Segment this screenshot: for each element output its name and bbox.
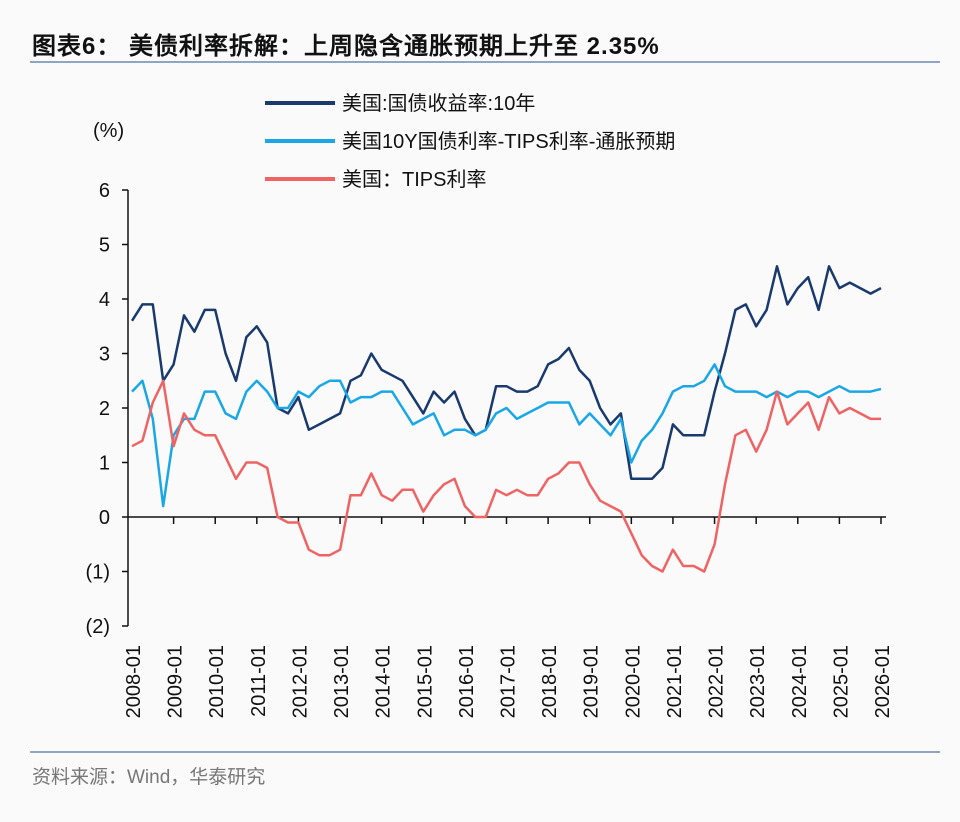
y-tick-label: 4 (99, 289, 110, 311)
x-tick-label: 2015-01 (414, 645, 436, 718)
y-tick-label: 1 (99, 453, 110, 475)
x-tick-label: 2024-01 (789, 645, 811, 718)
x-tick-label: 2018-01 (539, 645, 561, 718)
axes: 6 5 4 3 2 1 0 (1) (2) 2008-01 2009-01 2010-01 2011-0… (86, 180, 894, 718)
series-lines (130, 265, 882, 573)
y-tick-label: (1) (86, 562, 110, 584)
y-tick-label: 3 (99, 344, 110, 366)
legend-label: 美国:国债收益率:10年 (342, 92, 535, 115)
x-tick-label: 2025-01 (830, 645, 852, 718)
x-tick-label: 2026-01 (872, 645, 894, 718)
x-tick-label: 2021-01 (664, 645, 686, 718)
source-note: 资料来源：Wind，华泰研究 (32, 767, 266, 788)
y-tick-label: 5 (99, 235, 110, 257)
y-tick-label: 2 (99, 398, 110, 420)
x-tick-label: 2023-01 (747, 645, 769, 718)
series-line-3 (131, 379, 881, 573)
legend-label: 美国10Y国债利率-TIPS利率-通胀预期 (342, 130, 675, 153)
x-tick-label: 2014-01 (373, 645, 395, 718)
x-tick-label: 2012-01 (289, 645, 311, 718)
x-tick-label: 2017-01 (498, 645, 520, 718)
figure-title: 图表6： 美债利率拆解：上周隐含通胀预期上升至 2.35% (32, 33, 660, 60)
x-tick-label: 2013-01 (331, 645, 353, 718)
legend: 美国:国债收益率:10年美国10Y国债利率-TIPS利率-通胀预期美国：TIPS… (265, 92, 675, 191)
y-axis-label: (%) (93, 120, 124, 142)
x-tick-label: 2016-01 (456, 645, 478, 718)
series-line-1 (130, 265, 882, 481)
x-tick-label: 2022-01 (706, 645, 728, 718)
y-tick-label: 0 (99, 507, 110, 529)
x-tick-label: 2020-01 (622, 645, 644, 718)
y-tick-label: (2) (86, 616, 110, 638)
x-tick-label: 2008-01 (123, 645, 145, 718)
source-divider (30, 751, 940, 753)
x-tick-label: 2019-01 (581, 645, 603, 718)
x-tick-label: 2010-01 (206, 645, 228, 718)
title-divider (30, 61, 940, 63)
y-tick-label: 6 (99, 180, 110, 202)
x-tick-label: 2011-01 (248, 645, 270, 717)
series-line-2 (131, 363, 882, 508)
x-tick-label: 2009-01 (165, 645, 187, 718)
legend-label: 美国：TIPS利率 (342, 168, 486, 191)
